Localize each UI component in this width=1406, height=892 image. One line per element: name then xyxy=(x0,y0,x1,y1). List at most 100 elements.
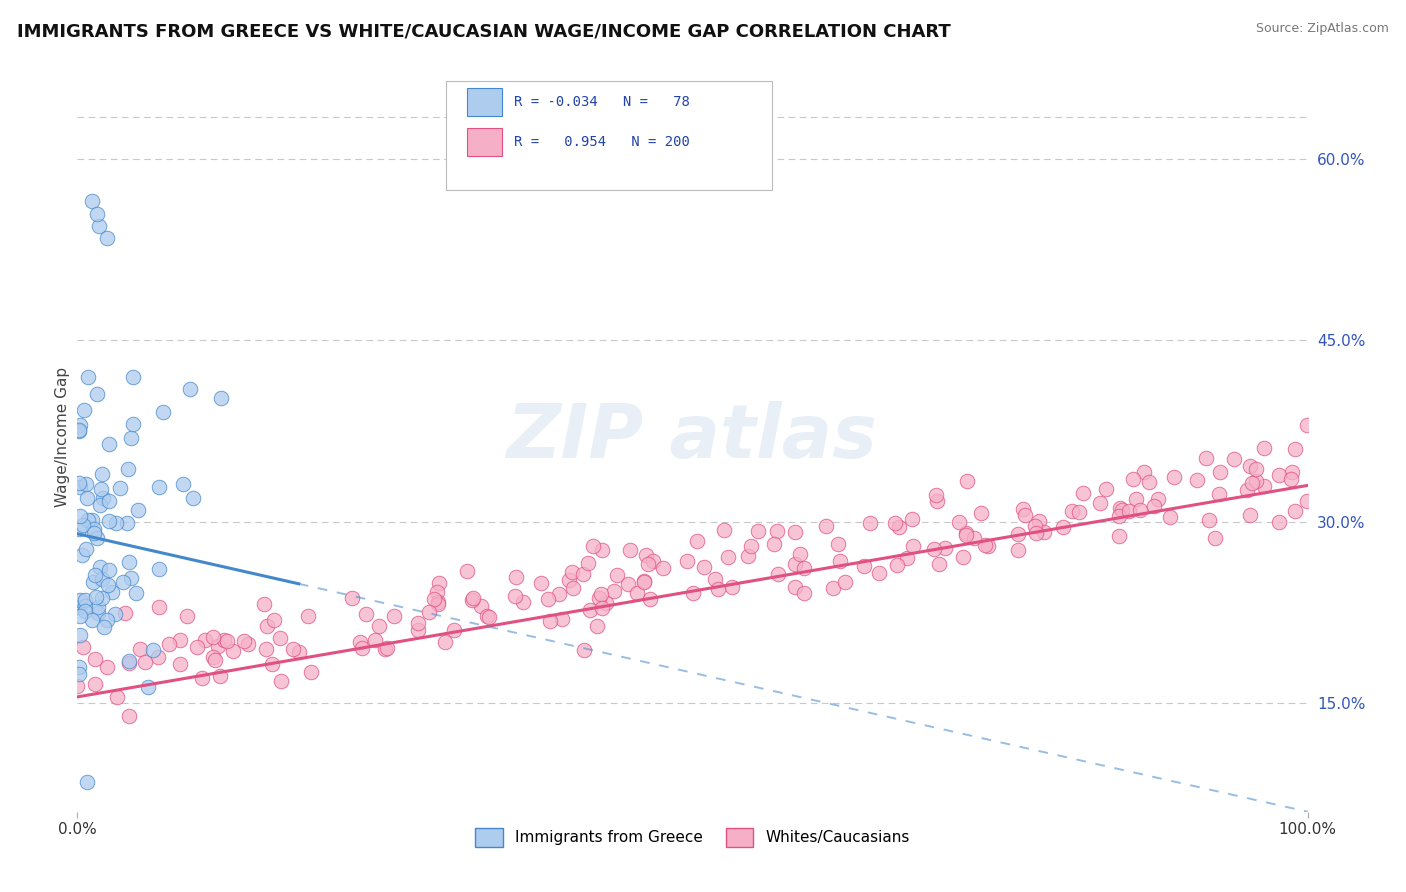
Point xyxy=(793,560,815,574)
Point xyxy=(548,587,571,601)
Point xyxy=(83,526,105,541)
Point xyxy=(896,551,918,566)
Point xyxy=(418,605,440,619)
Point xyxy=(1118,504,1140,518)
Point xyxy=(69,628,91,642)
Point xyxy=(69,480,91,494)
Point xyxy=(901,511,924,525)
Point xyxy=(443,624,465,638)
Point xyxy=(603,584,626,599)
Point xyxy=(551,612,574,626)
Point xyxy=(682,586,704,600)
Point xyxy=(263,614,285,628)
Point xyxy=(67,599,90,614)
Point xyxy=(693,559,716,574)
Point xyxy=(1024,518,1046,533)
Point xyxy=(538,614,561,628)
Point xyxy=(82,194,104,209)
Point xyxy=(717,550,740,565)
Point xyxy=(354,607,377,622)
Point xyxy=(169,657,191,672)
Point xyxy=(1095,483,1118,497)
Point xyxy=(901,540,924,554)
Point xyxy=(67,667,90,681)
Point xyxy=(740,540,762,554)
Point xyxy=(152,405,174,419)
Point xyxy=(1007,527,1029,541)
Point xyxy=(1241,476,1264,491)
Point xyxy=(963,531,986,545)
Point xyxy=(148,561,170,575)
Point xyxy=(1163,470,1185,484)
Point xyxy=(118,708,141,723)
Point xyxy=(169,633,191,648)
Point xyxy=(586,618,609,632)
Point xyxy=(349,634,371,648)
Point xyxy=(118,654,141,668)
Point xyxy=(233,633,256,648)
Legend: Immigrants from Greece, Whites/Caucasians: Immigrants from Greece, Whites/Caucasian… xyxy=(470,822,915,853)
Point xyxy=(70,549,93,563)
Point xyxy=(89,560,111,574)
Text: ZIP atlas: ZIP atlas xyxy=(508,401,877,474)
Point xyxy=(374,642,396,657)
Point xyxy=(352,640,374,655)
Point xyxy=(1028,515,1050,529)
Point xyxy=(98,437,121,451)
Point xyxy=(86,531,108,545)
Point xyxy=(222,643,245,657)
Point xyxy=(194,633,217,648)
Point xyxy=(75,476,97,491)
Point xyxy=(125,586,148,600)
Point xyxy=(87,607,110,621)
Point xyxy=(91,591,114,605)
Text: IMMIGRANTS FROM GREECE VS WHITE/CAUCASIAN WAGE/INCOME GAP CORRELATION CHART: IMMIGRANTS FROM GREECE VS WHITE/CAUCASIA… xyxy=(17,22,950,40)
Point xyxy=(928,557,950,571)
Point xyxy=(118,555,141,569)
Point xyxy=(122,417,145,431)
Point xyxy=(86,206,108,220)
Point xyxy=(463,591,485,605)
Point xyxy=(1052,520,1074,534)
Point xyxy=(1267,515,1289,529)
Point xyxy=(114,606,136,620)
Point xyxy=(1244,474,1267,488)
Point xyxy=(1208,486,1230,500)
Point xyxy=(633,575,655,590)
Point xyxy=(111,575,134,590)
Point xyxy=(619,543,641,558)
Point xyxy=(1108,500,1130,515)
Point xyxy=(638,592,661,607)
Point xyxy=(793,586,815,600)
Point xyxy=(73,403,96,417)
Point xyxy=(297,608,319,623)
Point xyxy=(77,369,100,384)
Point xyxy=(67,423,90,437)
Point xyxy=(977,539,1000,553)
Point xyxy=(191,671,214,685)
Point xyxy=(478,610,501,624)
Bar xyxy=(467,128,502,156)
Point xyxy=(202,650,225,665)
Point xyxy=(461,593,484,607)
Point xyxy=(1025,526,1047,541)
Point xyxy=(505,590,527,604)
Point xyxy=(209,391,232,405)
Point xyxy=(589,587,612,601)
Point xyxy=(253,597,276,611)
Point xyxy=(83,677,105,691)
Point xyxy=(889,520,911,534)
Point xyxy=(572,642,595,657)
Point xyxy=(1147,491,1170,506)
Point xyxy=(89,219,111,233)
Point xyxy=(922,541,945,556)
Point xyxy=(134,655,156,669)
Point xyxy=(652,561,675,575)
Point xyxy=(148,599,170,614)
Point xyxy=(288,645,311,659)
Point xyxy=(1281,465,1303,479)
Point xyxy=(561,566,583,580)
Point xyxy=(375,641,398,656)
Point xyxy=(97,578,120,592)
Point xyxy=(1108,529,1130,543)
